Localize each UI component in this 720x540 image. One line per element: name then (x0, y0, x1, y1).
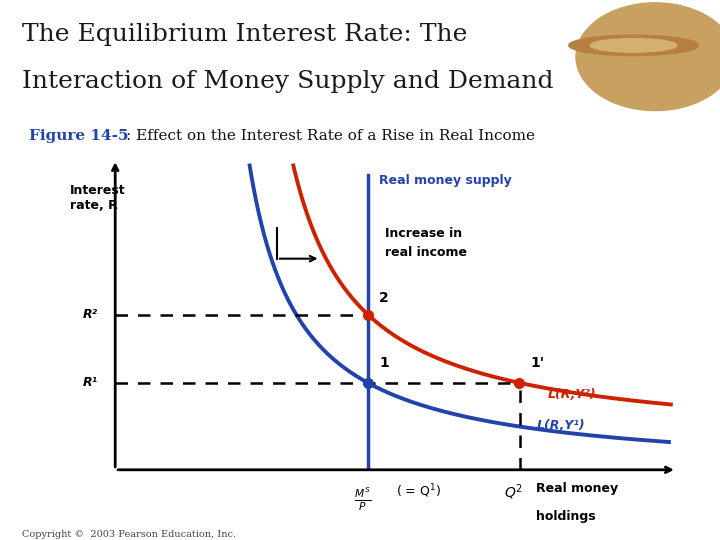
Text: ( = Q$^1$): ( = Q$^1$) (396, 482, 441, 500)
Text: $Q^2$: $Q^2$ (505, 482, 523, 502)
Text: Interaction of Money Supply and Demand: Interaction of Money Supply and Demand (22, 70, 553, 93)
Text: : Effect on the Interest Rate of a Rise in Real Income: : Effect on the Interest Rate of a Rise … (126, 129, 535, 143)
Text: R²: R² (84, 308, 99, 321)
Text: holdings: holdings (536, 510, 596, 523)
Text: 1: 1 (379, 356, 389, 370)
Text: L(R,Y²): L(R,Y²) (548, 388, 596, 401)
Text: Increase in: Increase in (384, 227, 462, 240)
Text: Copyright ©  2003 Pearson Education, Inc.: Copyright © 2003 Pearson Education, Inc. (22, 530, 235, 539)
Text: $\frac{M^S}{P}$: $\frac{M^S}{P}$ (354, 485, 371, 513)
Text: R¹: R¹ (84, 376, 99, 389)
Text: The Equilibrium Interest Rate: The: The Equilibrium Interest Rate: The (22, 23, 467, 46)
Text: real income: real income (384, 246, 467, 259)
Text: Interest
rate, R: Interest rate, R (71, 184, 126, 212)
Text: Real money: Real money (536, 482, 618, 495)
Circle shape (590, 38, 677, 52)
Ellipse shape (576, 3, 720, 111)
Text: Figure 14-5: Figure 14-5 (29, 129, 128, 143)
Text: L(R,Y¹): L(R,Y¹) (536, 420, 585, 433)
Circle shape (569, 35, 698, 56)
Text: Real money supply: Real money supply (379, 174, 512, 187)
Text: 2: 2 (379, 291, 389, 305)
Text: 1': 1' (531, 356, 545, 370)
